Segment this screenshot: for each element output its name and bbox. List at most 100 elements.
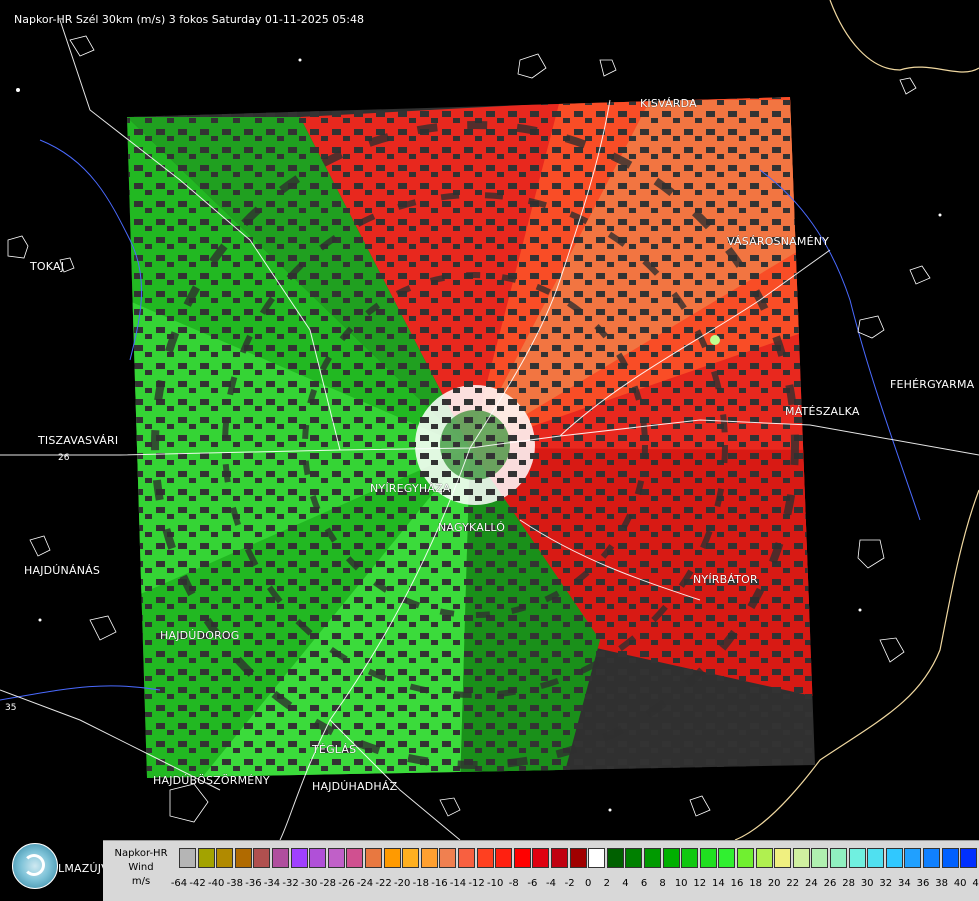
legend-tick-label: -42	[189, 878, 207, 889]
legend-swatch	[942, 848, 959, 868]
city-label-hajduboszormeny: HAJDÚBÖSZÖRMÉNY	[153, 774, 270, 787]
legend-swatch	[439, 848, 456, 868]
legend-tick-label: -34	[263, 878, 281, 889]
legend-swatch	[272, 848, 289, 868]
legend-tick-label: 14	[709, 878, 727, 889]
legend-title: Napkor-HR Wind m/s	[103, 841, 179, 901]
legend-swatch	[551, 848, 568, 868]
city-label-teglas: TÉGLÁS	[312, 743, 356, 756]
legend-tick-label: 32	[877, 878, 895, 889]
legend-tick-label: 4	[616, 878, 634, 889]
legend-swatch	[625, 848, 642, 868]
legend-tick-label: -36	[244, 878, 262, 889]
legend-tick-label: -2	[561, 878, 579, 889]
legend-swatch	[886, 848, 903, 868]
city-label-hajdudorog: HAJDÚDOROG	[160, 629, 240, 642]
legend-swatch	[402, 848, 419, 868]
legend-tick-label: 30	[858, 878, 876, 889]
legend-swatch	[253, 848, 270, 868]
legend-swatch	[756, 848, 773, 868]
city-label-tiszavasvari: TISZAVASVÁRI	[38, 434, 118, 447]
legend-swatch	[923, 848, 940, 868]
legend-tick-label: 36	[914, 878, 932, 889]
legend-tick-label: 16	[728, 878, 746, 889]
legend-swatch	[328, 848, 345, 868]
city-label-nyiregyhaza: NYÍREGYHÁZA	[370, 482, 451, 495]
wind-velocity-field	[127, 90, 830, 790]
legend-swatch	[644, 848, 661, 868]
legend-tick-label: 0	[579, 878, 597, 889]
legend-swatch	[811, 848, 828, 868]
legend-tick-label: -30	[300, 878, 318, 889]
legend-tick-label: 22	[784, 878, 802, 889]
legend-swatch	[607, 848, 624, 868]
legend-swatch	[681, 848, 698, 868]
road-number-label: 26	[58, 453, 69, 463]
legend-tick-label: -32	[282, 878, 300, 889]
legend-swatch	[421, 848, 438, 868]
legend-tick-label: -38	[226, 878, 244, 889]
color-legend: Napkor-HR Wind m/s -64-42-40-38-36-34-32…	[103, 840, 979, 901]
legend-swatch	[718, 848, 735, 868]
legend-swatch	[365, 848, 382, 868]
legend-tick-label: -64	[170, 878, 188, 889]
legend-tick-label: 26	[821, 878, 839, 889]
legend-swatch	[384, 848, 401, 868]
legend-tick-label: -12	[468, 878, 486, 889]
legend-swatch	[904, 848, 921, 868]
legend-swatch	[700, 848, 717, 868]
radar-map	[0, 0, 979, 840]
legend-swatch	[495, 848, 512, 868]
legend-tick-label: -22	[375, 878, 393, 889]
legend-tick-label: -24	[356, 878, 374, 889]
legend-tick-label: 20	[765, 878, 783, 889]
legend-swatch	[458, 848, 475, 868]
river	[0, 686, 160, 700]
legend-tick-label: -28	[319, 878, 337, 889]
legend-tick-label: 40	[951, 878, 969, 889]
legend-swatch	[849, 848, 866, 868]
legend-swatch	[198, 848, 215, 868]
legend-swatch	[216, 848, 233, 868]
legend-swatch	[663, 848, 680, 868]
city-label-hajduhadhaz: HAJDÚHADHÁZ	[312, 780, 397, 793]
legend-title-line: Wind	[103, 861, 179, 875]
legend-tick-label: 24	[802, 878, 820, 889]
legend-swatch	[570, 848, 587, 868]
provider-logo-icon	[12, 843, 58, 889]
legend-tick-label: 10	[672, 878, 690, 889]
legend-swatch	[235, 848, 252, 868]
legend-tick-label: -10	[486, 878, 504, 889]
legend-swatch	[514, 848, 531, 868]
legend-tick-label: 18	[747, 878, 765, 889]
legend-swatch	[774, 848, 791, 868]
city-label-nyirbator: NYÍRBÁTOR	[693, 573, 758, 586]
legend-tick-label: -8	[505, 878, 523, 889]
legend-tick-label: -14	[449, 878, 467, 889]
city-label-fehergyarmat: FEHÉRGYARMA	[890, 378, 974, 391]
road-number-label: 35	[5, 703, 16, 713]
legend-swatch	[346, 848, 363, 868]
legend-tick-label: 12	[691, 878, 709, 889]
legend-tick-label: -6	[523, 878, 541, 889]
legend-swatch	[793, 848, 810, 868]
legend-tick-label: 34	[895, 878, 913, 889]
legend-tick-label: 38	[933, 878, 951, 889]
city-label-mateszalka: MÁTÉSZALKA	[785, 405, 860, 418]
legend-swatch	[477, 848, 494, 868]
legend-swatch	[309, 848, 326, 868]
legend-tick-label: 6	[635, 878, 653, 889]
legend-tick-label: -4	[542, 878, 560, 889]
legend-tick-label: -20	[393, 878, 411, 889]
legend-tick-label: 2	[598, 878, 616, 889]
legend-tick-label: -18	[412, 878, 430, 889]
legend-tick-label: 28	[840, 878, 858, 889]
legend-title-line: m/s	[103, 875, 179, 889]
legend-swatch	[830, 848, 847, 868]
map-title: Napkor-HR Szél 30km (m/s) 3 fokos Saturd…	[14, 13, 364, 26]
legend-swatch	[179, 848, 196, 868]
legend-swatch	[867, 848, 884, 868]
city-label-nagykallo: NAGYKALLÓ	[438, 521, 505, 534]
legend-swatch	[532, 848, 549, 868]
legend-swatch	[588, 848, 605, 868]
